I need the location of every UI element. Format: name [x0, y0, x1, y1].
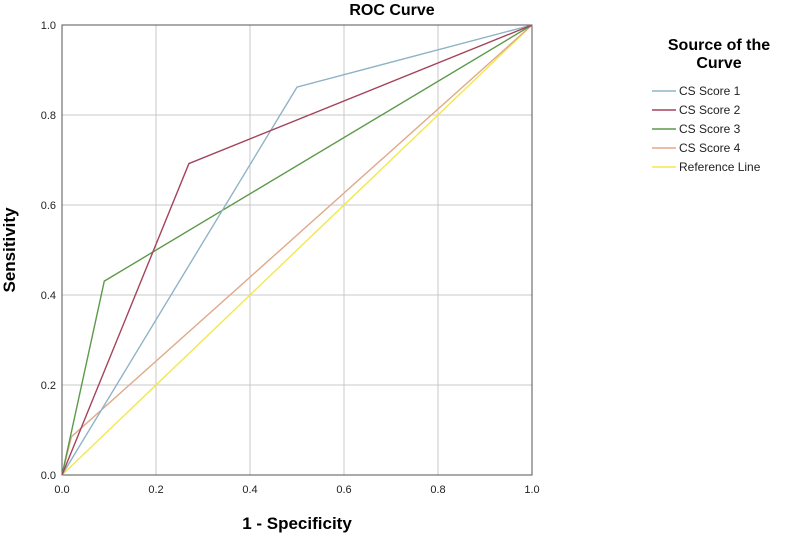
legend-label-cs-score-3: CS Score 3	[679, 122, 741, 136]
series-line-cs-score-3	[61, 24, 533, 476]
legend-label-cs-score-2: CS Score 2	[679, 103, 741, 117]
x-tick-label: 0.4	[242, 484, 257, 496]
y-tick-label: 0.2	[41, 380, 56, 392]
series-line-reference-line	[61, 24, 533, 476]
y-tick-label: 0.6	[41, 200, 56, 212]
x-axis-ticks: 0.0 0.2 0.4 0.6 0.8 1.0	[54, 484, 539, 496]
y-tick-label: 0.0	[41, 470, 56, 482]
y-tick-label: 0.8	[41, 110, 56, 122]
series-line-cs-score-2	[61, 24, 533, 476]
plot-frame	[61, 24, 533, 476]
y-tick-label: 1.0	[41, 20, 56, 32]
x-tick-label: 0.6	[336, 484, 351, 496]
legend-label-reference-line: Reference Line	[679, 160, 761, 174]
x-axis-title: 1 - Specificity	[242, 514, 352, 533]
y-axis-title: Sensitivity	[0, 207, 19, 293]
legend-title-line-2: Curve	[696, 55, 741, 72]
legend-label-cs-score-1: CS Score 1	[679, 84, 741, 98]
x-tick-label: 0.8	[430, 484, 445, 496]
legend-title-line-1: Source of the	[668, 37, 770, 54]
y-tick-label: 0.4	[41, 290, 56, 302]
series-lines	[61, 24, 533, 476]
legend-label-cs-score-4: CS Score 4	[679, 141, 741, 155]
legend: Source of the Curve CS Score 1 CS Score 2…	[652, 37, 770, 174]
x-tick-label: 1.0	[524, 484, 539, 496]
x-tick-label: 0.2	[148, 484, 163, 496]
series-line-cs-score-1	[61, 24, 533, 476]
legend-items: CS Score 1 CS Score 2 CS Score 3 CS Score 4…	[652, 84, 761, 174]
x-tick-label: 0.0	[54, 484, 69, 496]
y-axis-ticks: 0.0 0.2 0.4 0.6 0.8 1.0	[41, 20, 56, 482]
chart-title: ROC Curve	[349, 2, 434, 19]
